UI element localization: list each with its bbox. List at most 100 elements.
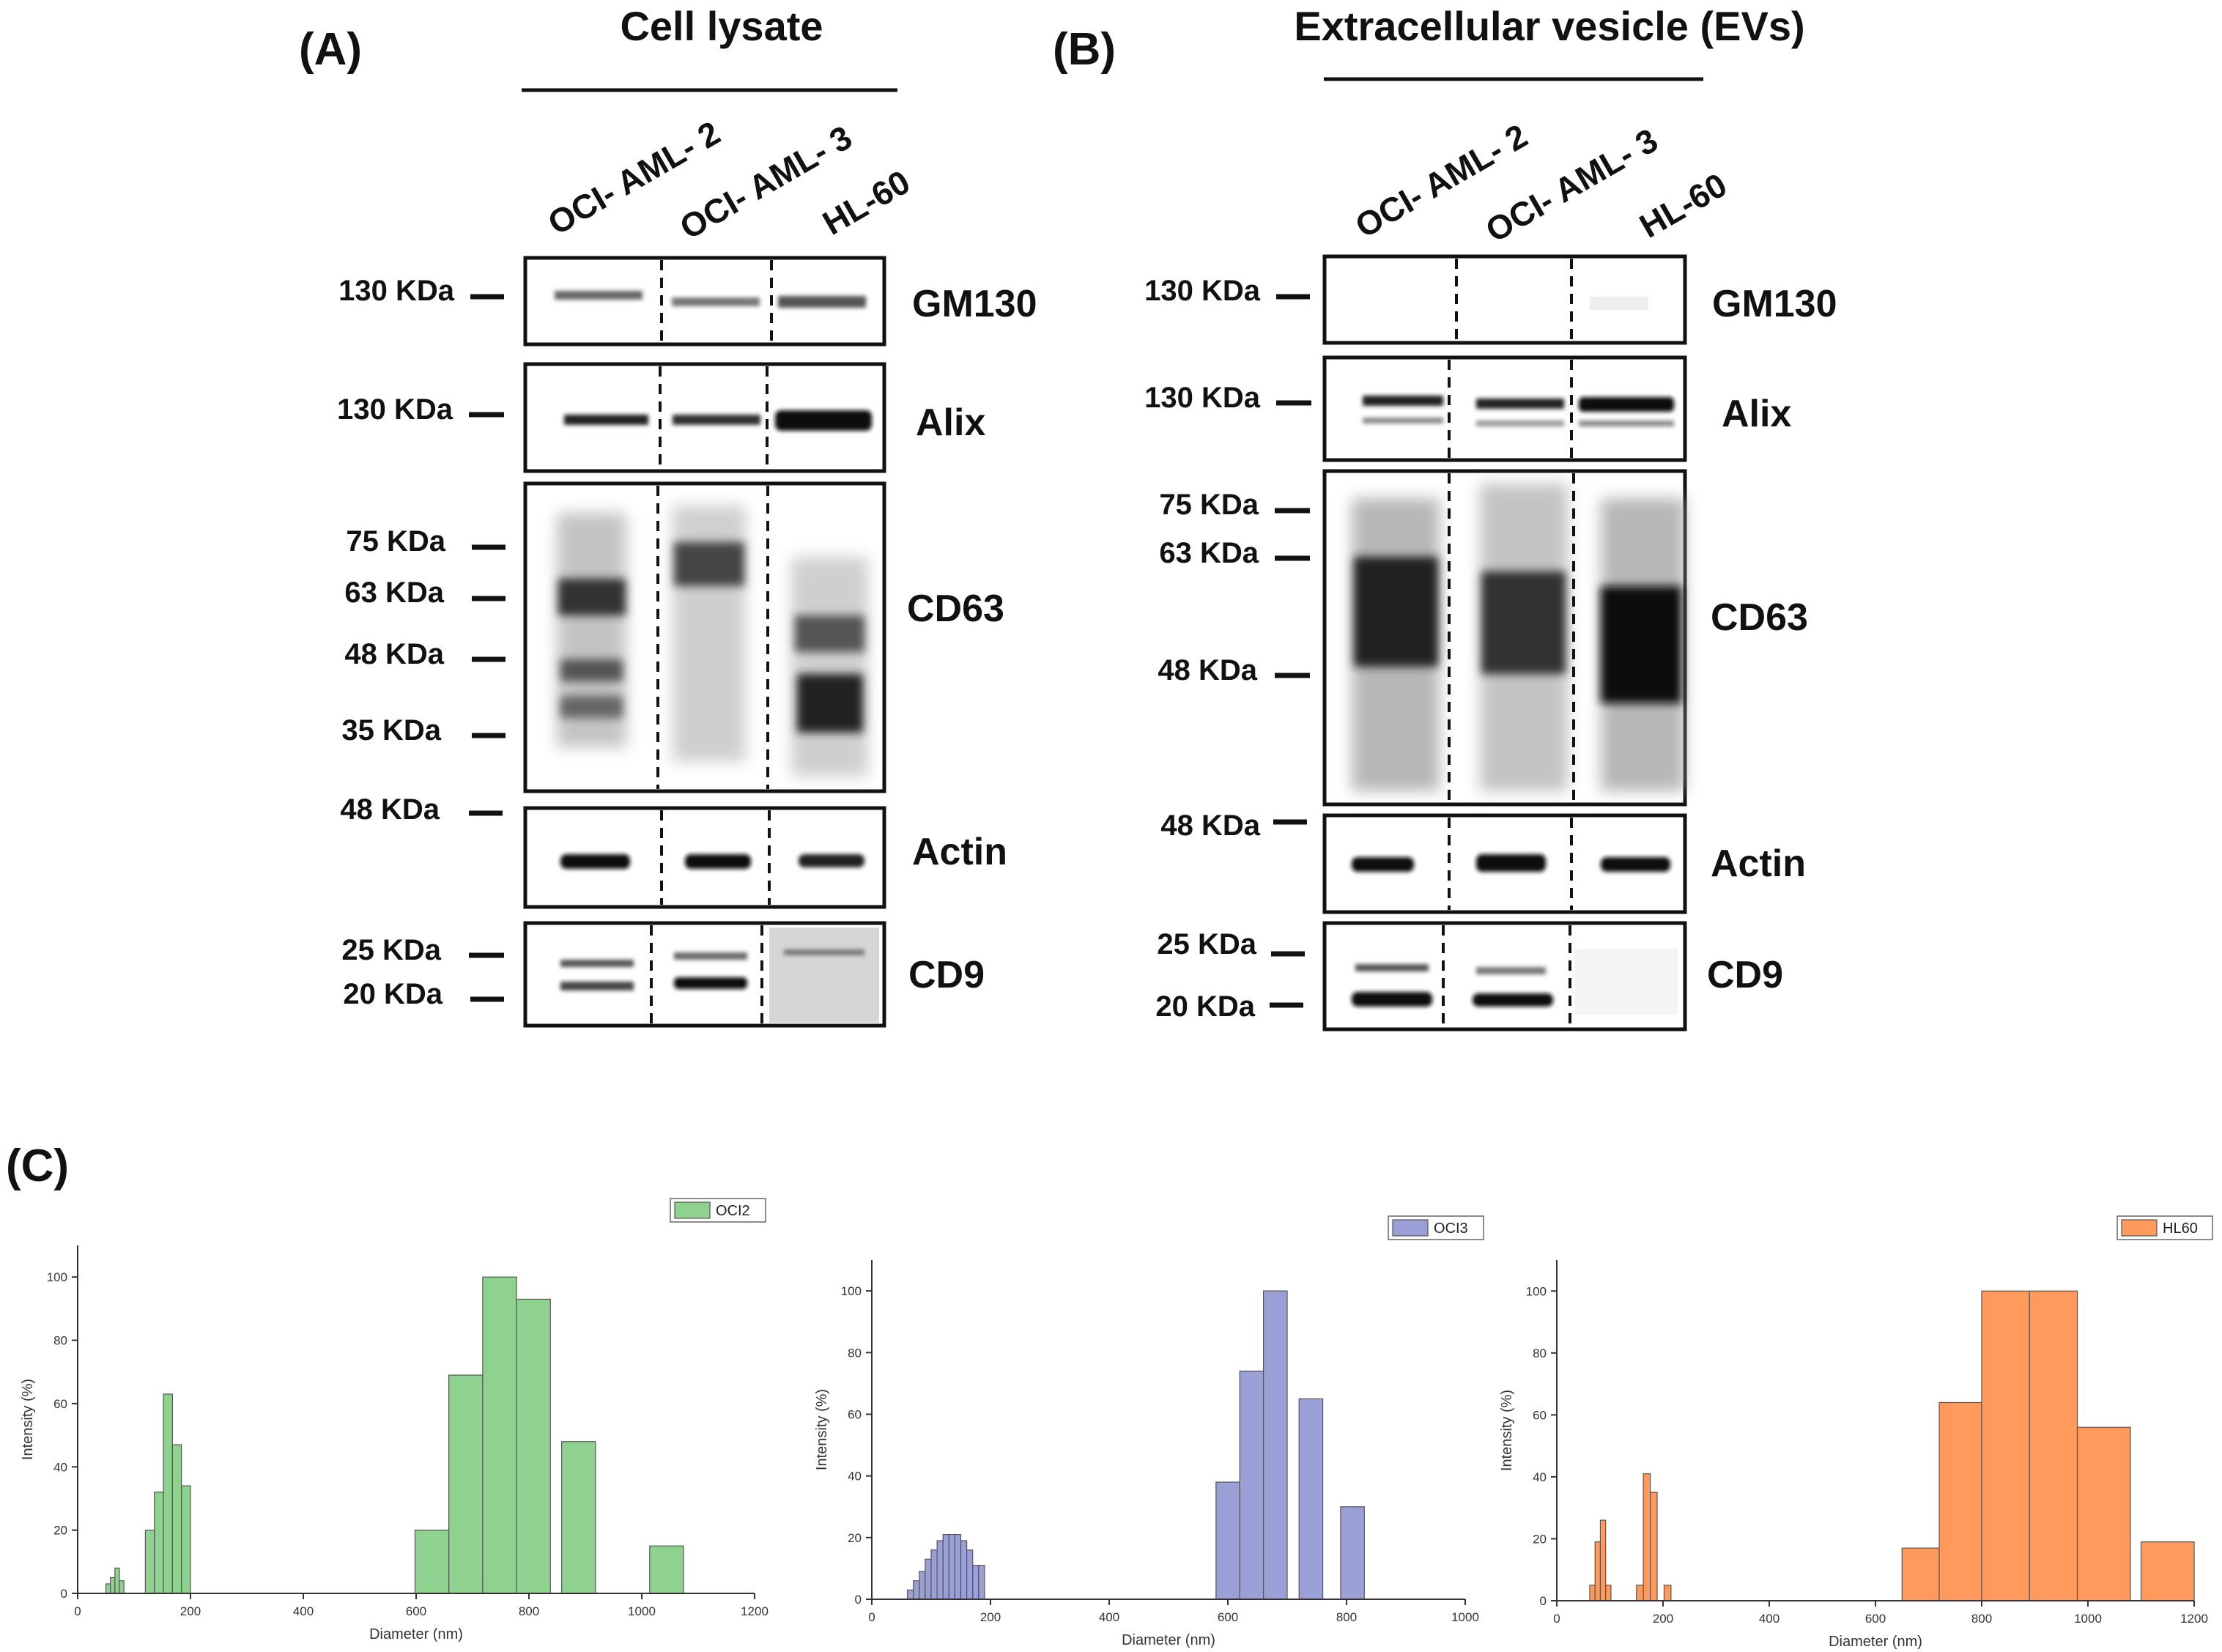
legend-label: HL60 xyxy=(2163,1221,2198,1237)
histogram-bar xyxy=(181,1485,191,1594)
legend: OCI3 xyxy=(1388,1215,1484,1240)
panel-b-gm130-mw-1: 130 KDa xyxy=(1144,275,1261,307)
band xyxy=(672,297,760,306)
band xyxy=(778,296,866,308)
histogram-bar xyxy=(110,1577,116,1594)
y-tick-label: 0 xyxy=(855,1593,862,1607)
panel-b-label: (B) xyxy=(1053,24,1116,75)
band xyxy=(673,415,760,425)
histogram-bar xyxy=(1643,1473,1651,1601)
band xyxy=(1363,396,1443,406)
panel-b-alix-mw-1: 130 KDa xyxy=(1144,382,1261,414)
band xyxy=(560,960,634,967)
band xyxy=(1355,964,1429,971)
histogram-bar xyxy=(1298,1398,1324,1600)
histogram-bar xyxy=(2140,1541,2195,1601)
band xyxy=(674,952,747,960)
panel-a-cd9-mw-1: 25 KDa xyxy=(341,934,441,966)
x-tick-label: 200 xyxy=(980,1610,1001,1624)
panel-a-cd63-mw-4: 35 KDa xyxy=(341,714,441,747)
histogram-bar xyxy=(948,1534,956,1600)
panel-a-cd63-blot xyxy=(523,481,886,793)
panel-a-gm130-blot xyxy=(523,256,886,347)
histogram-bar xyxy=(954,1534,962,1600)
band xyxy=(1473,993,1553,1007)
x-tick-label: 0 xyxy=(74,1604,81,1618)
band xyxy=(674,977,747,989)
x-tick-label: 600 xyxy=(1218,1610,1238,1624)
histogram-bar xyxy=(919,1571,926,1600)
x-tick-label: 400 xyxy=(293,1604,314,1618)
x-tick-label: 800 xyxy=(1971,1612,1992,1626)
histogram-bar xyxy=(1650,1492,1658,1601)
panel-b-actin-mw-1: 48 KDa xyxy=(1160,810,1260,842)
x-axis-label: Diameter (nm) xyxy=(369,1626,463,1642)
y-tick-label: 80 xyxy=(1533,1347,1547,1360)
histogram-bar xyxy=(906,1589,914,1600)
x-tick-label: 600 xyxy=(406,1604,426,1618)
panel-a-cd9-mw-2: 20 KDa xyxy=(343,978,442,1010)
panel-a-actin-mw-1: 48 KDa xyxy=(340,793,440,826)
panel-a-lane-3: HL-60 xyxy=(816,163,916,242)
band xyxy=(555,291,642,300)
panel-a-cd63-label: CD63 xyxy=(907,588,1004,630)
histogram-bar xyxy=(649,1545,684,1594)
panel-b-cd63-mw-1: 75 KDa xyxy=(1159,489,1259,521)
y-tick-label: 100 xyxy=(1526,1284,1547,1298)
band xyxy=(784,949,864,955)
band xyxy=(1579,421,1674,426)
histogram-bar xyxy=(171,1444,182,1594)
y-axis-label: Intensity (%) xyxy=(814,1389,830,1470)
panel-a-cd63-mw-3: 48 KDa xyxy=(344,638,444,670)
histogram-bar xyxy=(972,1565,979,1600)
y-tick-label: 40 xyxy=(848,1470,862,1484)
band xyxy=(1476,967,1546,974)
panel-b-cd63-mw-2: 63 KDa xyxy=(1159,537,1259,569)
y-axis-label: Intensity (%) xyxy=(1499,1390,1515,1471)
panel-b-cd9-blot xyxy=(1322,921,1687,1031)
histogram-bar xyxy=(2076,1426,2131,1601)
band xyxy=(1363,418,1443,423)
histogram-bar xyxy=(414,1530,450,1594)
band xyxy=(685,854,751,869)
histogram-bar xyxy=(516,1298,551,1594)
y-tick-label: 60 xyxy=(848,1407,862,1421)
panel-a-actin-label: Actin xyxy=(912,831,1007,873)
panel-b-header: Extracellular vesicle (EVs) xyxy=(1294,3,1804,49)
y-tick-label: 80 xyxy=(848,1346,862,1360)
histogram-bar xyxy=(978,1565,985,1600)
y-tick-label: 40 xyxy=(1533,1470,1547,1484)
panel-b-alix-label: Alix xyxy=(1722,393,1791,435)
histogram-bar xyxy=(119,1580,125,1594)
panel-c-label: (C) xyxy=(6,1141,69,1191)
panel-a: (A) Cell lysate OCI- AML- 2 OCI- AML- 3 … xyxy=(299,3,1037,1028)
x-tick-label: 200 xyxy=(180,1604,201,1618)
band xyxy=(799,854,864,867)
panel-a-gm130-label: GM130 xyxy=(912,283,1037,325)
y-tick-label: 20 xyxy=(848,1531,862,1545)
panel-a-gm130-mw-1: 130 KDa xyxy=(338,275,455,307)
panel-b-cd63-label: CD63 xyxy=(1711,596,1808,639)
y-tick-label: 100 xyxy=(841,1284,862,1298)
legend: HL60 xyxy=(2117,1215,2213,1240)
y-tick-label: 60 xyxy=(53,1397,67,1411)
panel-b-cd9-mw-1: 25 KDa xyxy=(1157,928,1256,960)
dls-chart-2: 0 200 400 600 800 1000 0 20 40 60 80 100 Diameter (n… xyxy=(814,1215,1484,1648)
x-tick-label: 600 xyxy=(1865,1612,1886,1626)
panel-b-cd63-blot xyxy=(1322,469,1687,807)
band xyxy=(1476,854,1546,872)
panel-a-cd9-blot xyxy=(523,921,886,1028)
panel-a-actin-blot xyxy=(523,806,886,909)
histogram-bar xyxy=(144,1530,155,1594)
panel-b-gm130-blot xyxy=(1322,254,1687,345)
panel-b-actin-label: Actin xyxy=(1711,842,1806,885)
x-axis-label: Diameter (nm) xyxy=(1829,1634,1922,1650)
dls-chart-1: 0 200 400 600 800 1000 1200 0 20 40 60 80 100 Diamete… xyxy=(20,1198,769,1642)
panel-b: (B) Extracellular vesicle (EVs) OCI- AML… xyxy=(1053,3,1837,1031)
y-tick-label: 0 xyxy=(1540,1594,1547,1608)
band xyxy=(1579,397,1674,412)
histogram-bar xyxy=(114,1567,120,1594)
histogram-bar xyxy=(482,1276,517,1594)
panel-a-label: (A) xyxy=(299,24,362,75)
